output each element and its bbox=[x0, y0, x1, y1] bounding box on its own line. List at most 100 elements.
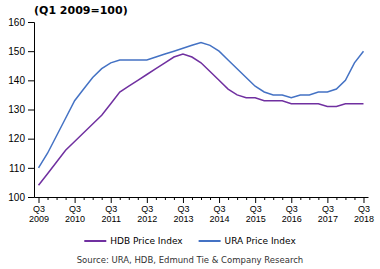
x-tick bbox=[66, 197, 67, 200]
x-tick-label-line: Q3 bbox=[105, 204, 117, 214]
x-tick-mark bbox=[291, 197, 292, 203]
x-tick-label-line: 2010 bbox=[65, 214, 85, 224]
x-tick-label: Q32017 bbox=[318, 204, 338, 224]
y-tick-mark bbox=[28, 80, 34, 81]
x-minor-tick-mark bbox=[102, 197, 103, 200]
x-tick-label-line: 2009 bbox=[29, 214, 49, 224]
x-tick bbox=[309, 197, 310, 200]
x-minor-tick-mark bbox=[57, 197, 58, 200]
x-tick-label: Q32009 bbox=[29, 204, 49, 224]
x-tick: Q32018 bbox=[354, 197, 374, 224]
x-tick bbox=[354, 197, 355, 200]
x-tick-label: Q32012 bbox=[137, 204, 157, 224]
x-tick bbox=[120, 197, 121, 200]
x-tick bbox=[165, 197, 166, 200]
x-minor-tick-mark bbox=[138, 197, 139, 200]
x-minor-tick-mark bbox=[264, 197, 265, 200]
x-tick bbox=[273, 197, 274, 200]
x-tick: Q32013 bbox=[173, 197, 193, 224]
x-tick-label: Q32013 bbox=[173, 204, 193, 224]
x-minor-tick-mark bbox=[84, 197, 85, 200]
y-axis-line bbox=[28, 23, 35, 198]
legend-label: HDB Price Index bbox=[110, 236, 183, 246]
x-minor-tick-mark bbox=[174, 197, 175, 200]
x-tick: Q32010 bbox=[65, 197, 85, 224]
y-tick-label: 160 bbox=[8, 17, 25, 28]
x-tick bbox=[282, 197, 283, 200]
x-minor-tick-mark bbox=[300, 197, 301, 200]
x-minor-tick-mark bbox=[282, 197, 283, 200]
y-tick: 100 bbox=[8, 192, 34, 203]
x-tick-label-line: Q3 bbox=[358, 204, 370, 214]
x-minor-tick-mark bbox=[273, 197, 274, 200]
x-tick-label-line: Q3 bbox=[33, 204, 45, 214]
x-minor-tick-mark bbox=[165, 197, 166, 200]
y-tick: 140 bbox=[8, 75, 34, 86]
x-tick bbox=[84, 197, 85, 200]
x-tick-label: Q32011 bbox=[102, 204, 121, 224]
y-tick-label: 140 bbox=[8, 75, 25, 86]
y-tick: 150 bbox=[8, 46, 34, 57]
legend-item: URA Price Index bbox=[199, 236, 297, 246]
x-tick-mark bbox=[363, 197, 364, 203]
y-tick-mark bbox=[28, 51, 34, 52]
y-tick-mark bbox=[28, 22, 34, 23]
x-tick-label-line: Q3 bbox=[141, 204, 153, 214]
legend-item: HDB Price Index bbox=[84, 236, 183, 246]
x-tick-label-line: 2016 bbox=[282, 214, 302, 224]
chart: 100110120130140150160Q32009Q32010Q32011Q… bbox=[0, 0, 380, 269]
x-tick: Q32009 bbox=[29, 197, 49, 224]
x-minor-tick-mark bbox=[93, 197, 94, 200]
x-tick bbox=[201, 197, 202, 200]
x-tick bbox=[156, 197, 157, 200]
x-tick bbox=[345, 197, 346, 200]
x-minor-tick-mark bbox=[48, 197, 49, 200]
y-tick: 130 bbox=[8, 104, 34, 115]
x-minor-tick-mark bbox=[336, 197, 337, 200]
y-tick-label: 150 bbox=[8, 46, 25, 57]
x-minor-tick-mark bbox=[345, 197, 346, 200]
x-tick: Q32016 bbox=[282, 197, 302, 224]
x-tick bbox=[246, 197, 247, 200]
x-tick-label-line: 2018 bbox=[354, 214, 374, 224]
x-tick bbox=[174, 197, 175, 200]
x-tick-mark bbox=[147, 197, 148, 203]
x-tick-label-line: Q3 bbox=[69, 204, 81, 214]
x-minor-tick-mark bbox=[210, 197, 211, 200]
x-tick-label-line: 2011 bbox=[102, 214, 121, 224]
x-tick bbox=[57, 197, 58, 200]
y-tick-mark bbox=[28, 168, 34, 169]
x-tick: Q32012 bbox=[137, 197, 157, 224]
x-tick-label: Q32018 bbox=[354, 204, 374, 224]
x-tick bbox=[300, 197, 301, 200]
plot: 100110120130140150160Q32009Q32010Q32011Q… bbox=[8, 17, 374, 225]
x-tick-label-line: Q3 bbox=[250, 204, 262, 214]
x-tick-label: Q32016 bbox=[282, 204, 302, 224]
lines bbox=[39, 42, 364, 185]
x-minor-tick-mark bbox=[318, 197, 319, 200]
x-tick: Q32011 bbox=[102, 197, 121, 224]
x-tick-label: Q32010 bbox=[65, 204, 85, 224]
y-tick-mark bbox=[28, 197, 34, 198]
y-axis: 100110120130140150160 bbox=[8, 17, 34, 203]
x-minor-tick-mark bbox=[120, 197, 121, 200]
x-tick bbox=[129, 197, 130, 200]
x-tick: Q32015 bbox=[246, 197, 266, 224]
x-minor-tick-mark bbox=[237, 197, 238, 200]
y-tick-label: 100 bbox=[8, 192, 25, 203]
x-tick bbox=[138, 197, 139, 200]
x-tick bbox=[48, 197, 49, 200]
x-minor-tick-mark bbox=[309, 197, 310, 200]
legend: HDB Price Index URA Price Index bbox=[84, 236, 296, 246]
x-tick-mark bbox=[39, 197, 40, 203]
x-tick-mark bbox=[111, 197, 112, 203]
x-tick bbox=[192, 197, 193, 200]
y-tick: 110 bbox=[9, 163, 34, 174]
x-tick-label-line: Q3 bbox=[177, 204, 189, 214]
x-tick-label-line: 2014 bbox=[210, 214, 230, 224]
x-minor-tick-mark bbox=[354, 197, 355, 200]
x-tick-label-line: 2012 bbox=[137, 214, 157, 224]
legend-swatch bbox=[84, 240, 106, 242]
series-line bbox=[39, 54, 364, 185]
x-tick-mark bbox=[327, 197, 328, 203]
